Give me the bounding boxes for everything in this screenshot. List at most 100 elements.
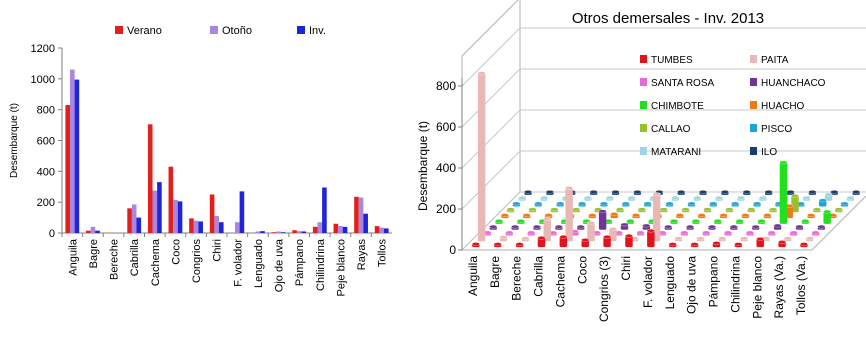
bar-huacho-13: [785, 205, 793, 219]
bar-ilo-4-top: [611, 189, 620, 194]
bar-otoo-14: [358, 197, 364, 233]
bar-otoo-12: [317, 222, 323, 233]
bar-santarosa-15-top: [811, 230, 820, 235]
bar-pisco-9-top: [709, 201, 718, 206]
bar-ilo-0-top: [524, 189, 533, 194]
grid-side: [461, 109, 521, 169]
bar-matarani-10-top: [736, 195, 746, 200]
bar-tumbes-13: [756, 238, 764, 248]
bar-pisco-8-top: [687, 201, 696, 206]
bar-verano-12: [312, 226, 318, 233]
bar-paita-8: [652, 194, 661, 242]
bar-huacho-1-top: [522, 213, 531, 218]
legend-label-0: Verano: [127, 25, 162, 37]
x-tick-label: Congrios: [191, 239, 203, 284]
bar-paita-6: [609, 229, 617, 242]
bar-otoo-0: [70, 69, 75, 233]
bar-huanchaco-12-top: [751, 224, 760, 229]
y-tick-label: 200: [37, 197, 55, 209]
bar-chimbote-15-top: [823, 209, 832, 214]
bar-verano-7: [209, 194, 215, 233]
bar-otoo-7: [214, 216, 219, 233]
bar-otoo-11: [296, 231, 302, 233]
bar-pisco-3-top: [578, 201, 587, 206]
bar-inv-1: [95, 230, 100, 233]
bar-huanchaco-8-top: [664, 224, 673, 229]
bar-tumbes-10-top: [690, 242, 699, 247]
bar-tumbes-2-top: [515, 242, 524, 247]
bar-tumbes-3-top: [537, 235, 546, 240]
legend-swatch-3: [750, 78, 757, 86]
bar-huanchaco-5: [598, 211, 607, 230]
bar-tumbes-7: [625, 235, 633, 248]
bar-tumbes-4: [559, 236, 568, 248]
bar-pisco-10-top: [731, 201, 740, 206]
x-tick-label: Anguila: [67, 238, 79, 276]
bar-paita-3: [543, 218, 551, 242]
bar-otoo-9: [255, 231, 261, 233]
bar-paita-5: [587, 222, 595, 242]
bar-paita-4: [565, 188, 573, 242]
bar-tumbes-3: [537, 237, 546, 248]
bar-verano-13: [333, 223, 339, 233]
bar-tumbes-5: [581, 239, 589, 248]
bar-inv-5: [177, 201, 183, 233]
bar-callao-13-top: [790, 193, 800, 198]
bar-huanchaco-11-top: [729, 224, 738, 229]
bar-otoo-15: [379, 227, 384, 233]
bar-tumbes-8: [647, 230, 655, 248]
legend-swatch-1: [750, 55, 757, 63]
bar-chimbote-1-top: [516, 218, 525, 223]
x-tick-label: Peje blanco: [335, 239, 347, 297]
bar-santarosa-10-top: [702, 230, 711, 235]
bar-chimbote-14-top: [801, 218, 810, 223]
bar-santarosa-12-top: [745, 230, 754, 235]
y-tick-label: 200: [436, 202, 456, 216]
bar-paita-0: [477, 73, 486, 242]
bar-tumbes-4-top: [559, 234, 568, 239]
bar-otoo-1: [90, 226, 96, 233]
bar-chimbote-6-top: [626, 218, 635, 223]
bar-inv-8: [239, 191, 245, 233]
bar-huanchaco-7-top: [642, 223, 651, 228]
bar-pisco-14-top: [818, 198, 827, 203]
bar-callao-6-top: [637, 207, 646, 212]
bar-huacho-12-top: [763, 213, 772, 218]
y-axis-label: Desembarque (t): [9, 103, 20, 178]
x-tick-label: Chiri: [212, 239, 224, 262]
bar-callao-12-top: [769, 207, 778, 212]
bar-callao-1-top: [528, 207, 537, 212]
bar-chimbote-0-top: [495, 218, 504, 223]
bar-pisco-5-top: [621, 201, 630, 206]
bar-pisco-0-top: [512, 201, 521, 206]
bar-ilo-1-top: [545, 189, 554, 194]
bar-verano-4: [147, 124, 153, 233]
grid-side: [461, 27, 521, 87]
bar-ilo-8-top: [699, 189, 708, 194]
x-tick-label: Cachema: [553, 256, 567, 308]
bar-chimbote-13: [779, 162, 788, 224]
bar-huanchaco-10-top: [707, 224, 717, 229]
bar-callao-2-top: [550, 207, 559, 212]
x-tick-label: Anguila: [466, 256, 480, 296]
bar-huacho-6-top: [632, 213, 641, 218]
bar-pisco-7-top: [665, 201, 674, 206]
legend-swatch-5: [750, 101, 757, 109]
bar-paita-3-top: [543, 216, 552, 221]
bar-ilo-13-top: [808, 189, 817, 194]
bar-verano-15: [374, 226, 380, 233]
bar-matarani-4-top: [605, 195, 614, 200]
bar-pisco-4-top: [599, 201, 608, 206]
x-tick-label: F. volador: [232, 239, 244, 287]
bar-pisco-2-top: [556, 201, 565, 206]
bar-callao-8-top: [681, 207, 690, 212]
bar-tumbes-12-top: [734, 242, 743, 247]
bar-matarani-5-top: [627, 195, 636, 200]
x-tick-label: Bagre: [488, 256, 502, 288]
bar-ilo-11-top: [764, 189, 773, 194]
x-tick-label: Rayas (Va.): [772, 256, 786, 318]
legend-swatch-6: [640, 124, 647, 132]
x-tick-label: Tollos (Va.): [794, 256, 808, 315]
bar-matarani-13-top: [802, 195, 811, 200]
bar-huacho-10-top: [719, 213, 728, 218]
